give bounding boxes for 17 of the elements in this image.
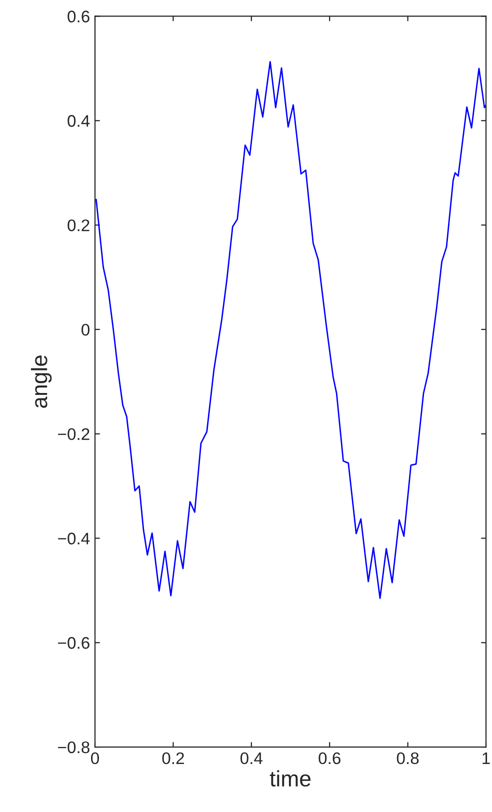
x-tick-label: 0.8	[396, 752, 419, 764]
y-tick-label: 0.4	[68, 115, 90, 127]
y-tick-label: −0.4	[58, 532, 90, 544]
x-tick-label: 1	[482, 752, 490, 764]
y-tick-label: 0.2	[68, 219, 90, 232]
y-tick-label: −0.8	[58, 741, 90, 754]
x-tick-label: 0.4	[240, 752, 262, 764]
y-tick-label: −0.6	[58, 637, 90, 649]
y-tick-label: −0.2	[58, 428, 90, 440]
x-tick-label: 0	[91, 752, 99, 764]
x-tick-label: 0.2	[162, 752, 184, 764]
x-axis-title: time	[270, 770, 311, 787]
y-tick-label: 0.6	[68, 10, 90, 22]
y-tick-label: 0	[82, 324, 90, 336]
line-series	[95, 60, 486, 599]
y-axis-title: angle	[30, 355, 52, 408]
x-tick-label: 0.6	[318, 752, 340, 764]
